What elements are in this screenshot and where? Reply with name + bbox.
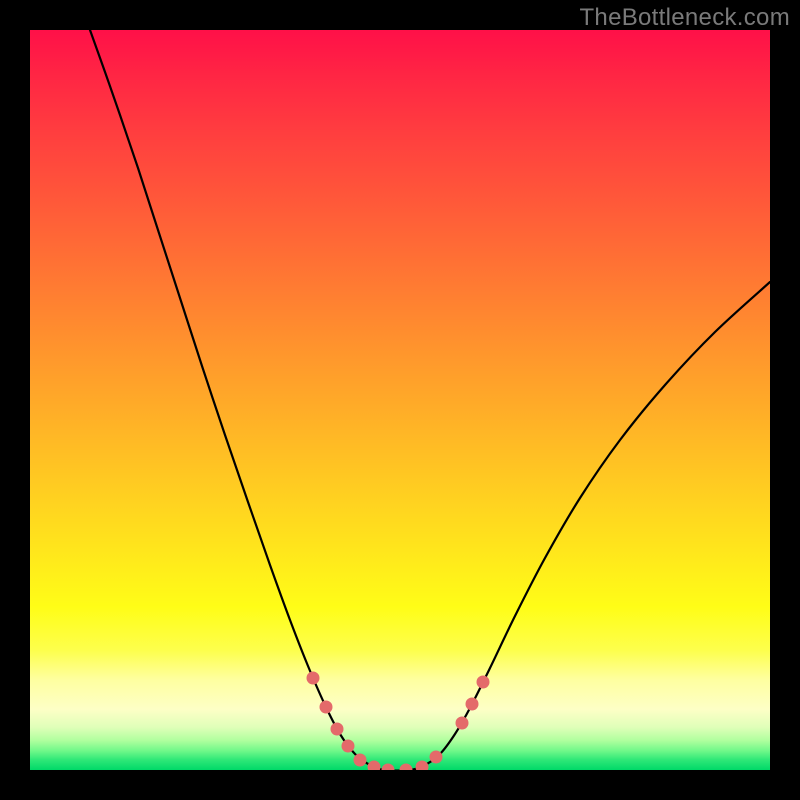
curve-marker (320, 701, 332, 713)
chart-svg (30, 30, 770, 770)
curve-marker (416, 761, 428, 770)
curve-marker (342, 740, 354, 752)
curve-marker (307, 672, 319, 684)
curve-marker (368, 761, 380, 770)
gradient-background (30, 30, 770, 770)
curve-marker (331, 723, 343, 735)
curve-marker (466, 698, 478, 710)
curve-marker (430, 751, 442, 763)
watermark-text: TheBottleneck.com (579, 4, 790, 32)
plot-area (30, 30, 770, 770)
chart-container: { "watermark": { "text": "TheBottleneck.… (0, 0, 800, 800)
curve-marker (477, 676, 489, 688)
curve-marker (456, 717, 468, 729)
curve-marker (354, 754, 366, 766)
